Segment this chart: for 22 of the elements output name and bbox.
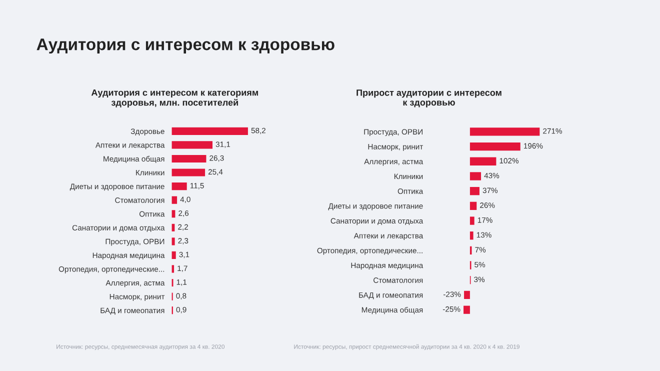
chart-subtitle: Прирост аудитории с интересом к здоровью — [356, 90, 502, 108]
bar — [172, 182, 187, 190]
bar — [172, 154, 206, 163]
bar — [470, 216, 474, 225]
bar — [470, 186, 480, 196]
bar — [172, 196, 178, 204]
bar — [464, 306, 470, 314]
bar — [172, 265, 174, 273]
bar — [470, 142, 520, 151]
bar — [470, 172, 482, 180]
bar — [470, 232, 474, 240]
chart-subtitle: Аудитория с интересом к категориям здоровья, млн. посетителей — [91, 89, 258, 108]
bar — [470, 157, 496, 166]
bar — [172, 168, 206, 176]
bar — [172, 141, 212, 149]
bar — [470, 128, 540, 136]
bar — [470, 202, 477, 210]
bar — [172, 127, 248, 135]
chart-title: Аудитория с интересом к здоровью — [36, 38, 334, 54]
bar — [172, 251, 176, 259]
bar — [464, 290, 470, 300]
bar — [172, 238, 175, 246]
